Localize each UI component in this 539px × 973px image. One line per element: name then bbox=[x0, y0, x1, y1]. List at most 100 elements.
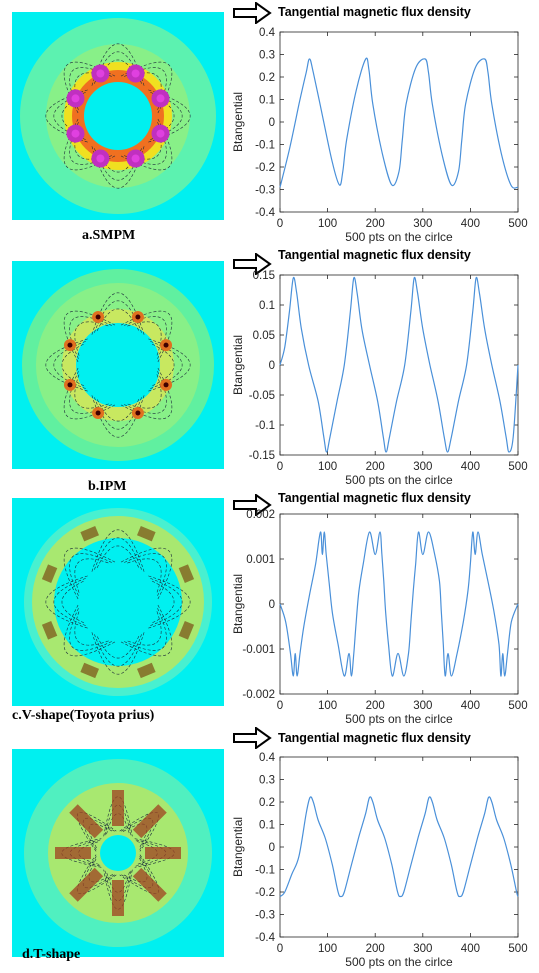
panel-a: a.SMPM Tangential magnetic flux density … bbox=[0, 0, 539, 244]
magnet-core bbox=[67, 382, 73, 388]
plot-title: Tangential magnetic flux density bbox=[278, 491, 471, 505]
rotor-core bbox=[84, 82, 152, 150]
flux-line bbox=[122, 823, 148, 849]
y-tick-label: -0.4 bbox=[255, 207, 275, 219]
y-tick-label: -0.2 bbox=[255, 162, 275, 174]
flux-line bbox=[69, 608, 112, 651]
y-tick-label: -0.001 bbox=[242, 644, 275, 656]
flux-line bbox=[104, 870, 132, 902]
rotor-core bbox=[76, 323, 160, 407]
y-tick-label: 0.1 bbox=[259, 95, 275, 107]
x-tick-label: 100 bbox=[318, 943, 337, 955]
magnet-pole bbox=[41, 620, 58, 640]
magnet-pole bbox=[80, 525, 99, 542]
flux-line bbox=[91, 529, 145, 572]
plot-title: Tangential magnetic flux density bbox=[278, 248, 471, 262]
x-axis-label: 500 pts on the cirlce bbox=[345, 712, 453, 726]
line-chart: 0.40.30.20.10-0.1-0.2-0.3-0.40 100 200 300 4… bbox=[231, 27, 528, 244]
magnet-core bbox=[131, 69, 140, 78]
panel-caption: c.V-shape(Toyota prius) bbox=[12, 708, 155, 723]
x-tick-label: 300 bbox=[413, 700, 432, 712]
flux-line bbox=[148, 575, 191, 629]
flux-line bbox=[127, 558, 162, 593]
x-tick-label: 300 bbox=[413, 943, 432, 955]
y-tick-label: 0 bbox=[269, 599, 275, 611]
plot-frame bbox=[279, 513, 519, 695]
y-axis-label: Btangential bbox=[231, 92, 245, 152]
magnet-pole bbox=[55, 847, 91, 859]
magnet-pole bbox=[69, 867, 104, 902]
flux-field-image bbox=[12, 261, 224, 469]
magnet-pole bbox=[136, 662, 156, 679]
y-tick-label: -0.1 bbox=[255, 140, 275, 152]
y-tick-label: -0.4 bbox=[255, 932, 275, 944]
x-tick-label: 200 bbox=[366, 700, 385, 712]
x-tick-label: 300 bbox=[413, 218, 432, 230]
x-tick-label: 400 bbox=[461, 700, 480, 712]
x-tick-label: 500 bbox=[508, 218, 527, 230]
x-tick-label: 400 bbox=[461, 218, 480, 230]
flux-line bbox=[94, 634, 142, 667]
y-tick-label: 0.3 bbox=[259, 775, 275, 787]
line-chart: 0.150.10.050-0.05-0.1-0.150 100 200 300 400 5… bbox=[231, 270, 528, 487]
magnet-core bbox=[135, 314, 141, 320]
flux-line bbox=[45, 575, 88, 629]
series-line bbox=[279, 276, 519, 453]
y-tick-label: -0.1 bbox=[255, 865, 275, 877]
flux-line bbox=[82, 817, 115, 850]
x-tick-label: 400 bbox=[461, 943, 480, 955]
magnet-pole bbox=[132, 804, 167, 839]
y-tick-label: -0.1 bbox=[255, 420, 275, 432]
flux-line bbox=[61, 838, 102, 868]
y-tick-label: 0.3 bbox=[259, 50, 275, 62]
plot-frame bbox=[279, 274, 519, 456]
x-tick-label: 500 bbox=[508, 700, 527, 712]
x-tick-label: 100 bbox=[318, 218, 337, 230]
panel-caption: b.IPM bbox=[88, 479, 127, 494]
x-tick-label: 200 bbox=[366, 943, 385, 955]
flux-line bbox=[119, 854, 159, 894]
magnet-core bbox=[71, 129, 80, 138]
line-chart: 0.40.30.20.10-0.1-0.2-0.3-0.40 100 200 300 4… bbox=[231, 752, 528, 969]
panel-b: b.IPM Tangential magnetic flux density 0… bbox=[0, 243, 539, 494]
magnet-pole bbox=[145, 847, 181, 859]
x-tick-label: 200 bbox=[366, 218, 385, 230]
y-tick-label: -0.05 bbox=[249, 390, 275, 402]
magnet-core bbox=[67, 342, 73, 348]
y-tick-label: 0.001 bbox=[246, 554, 275, 566]
y-axis-label: Btangential bbox=[231, 574, 245, 634]
arrow-right-icon bbox=[233, 494, 272, 516]
flux-line bbox=[119, 812, 159, 852]
y-tick-label: 0.1 bbox=[259, 300, 275, 312]
magnet-core bbox=[163, 342, 169, 348]
flux-line bbox=[120, 547, 173, 600]
flux-field-image bbox=[12, 12, 224, 220]
magnet-core bbox=[131, 154, 140, 163]
y-tick-label: 0.4 bbox=[259, 27, 276, 39]
y-tick-label: -0.2 bbox=[255, 887, 275, 899]
flux-line bbox=[127, 321, 162, 356]
x-axis-label: 500 pts on the cirlce bbox=[345, 473, 453, 487]
y-axis-label: Btangential bbox=[231, 335, 245, 395]
magnet-core bbox=[95, 410, 101, 416]
y-tick-label: 0 bbox=[269, 360, 275, 372]
y-tick-label: 0 bbox=[269, 117, 275, 129]
flux-line bbox=[124, 553, 167, 596]
flux-line bbox=[94, 537, 142, 570]
x-tick-label: 200 bbox=[366, 461, 385, 473]
flux-line bbox=[82, 856, 115, 889]
series-line bbox=[279, 531, 519, 677]
flux-line bbox=[124, 608, 167, 651]
magnet-core bbox=[135, 410, 141, 416]
magnet-pole bbox=[112, 790, 124, 826]
magnet-pole bbox=[178, 564, 195, 583]
magnet-pole bbox=[137, 525, 156, 542]
flux-line bbox=[53, 578, 86, 626]
flux-line bbox=[150, 578, 183, 626]
y-tick-label: 0.4 bbox=[259, 752, 276, 764]
magnet-core bbox=[95, 314, 101, 320]
flux-line bbox=[77, 854, 117, 894]
rotor-core bbox=[100, 835, 136, 871]
flux-line bbox=[69, 839, 101, 867]
